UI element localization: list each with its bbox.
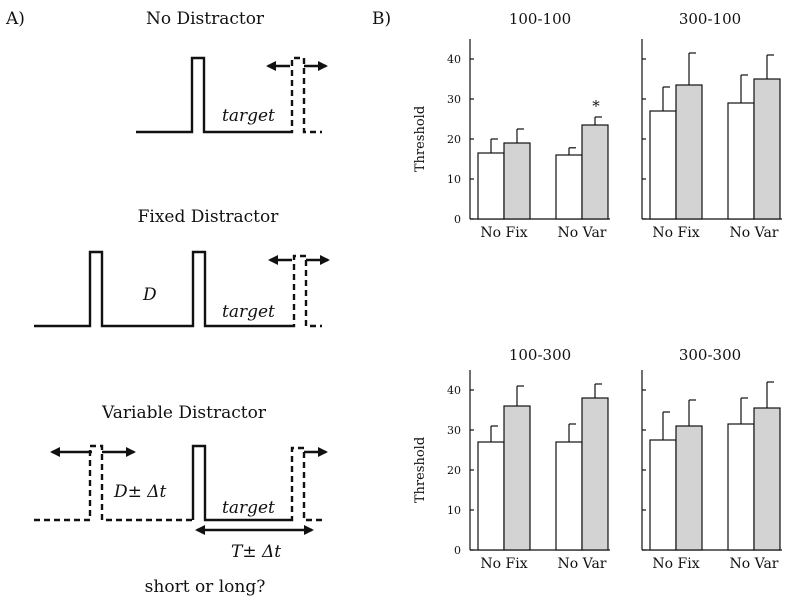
target-marker-dashed (290, 254, 322, 328)
question-text: short or long? (145, 577, 266, 597)
y-tick-label: 40 (447, 53, 461, 66)
bar-no-var-var (581, 124, 609, 220)
chart-300-100: 300-100 No Fix No Var (641, 10, 782, 241)
distractor-dashed-left (34, 444, 193, 522)
y-tick-label: 10 (447, 173, 461, 186)
y-tick-label: 0 (454, 213, 461, 226)
y-tick-label: 30 (447, 424, 461, 437)
chart-title: 100-100 (509, 10, 571, 28)
target-label: target (222, 302, 275, 322)
y-tick-label: 20 (447, 464, 461, 477)
interval-label: T± Δt (231, 542, 281, 562)
significance-marker: * (592, 97, 600, 115)
chart-title: 300-300 (679, 346, 741, 364)
distractor-label: D (142, 285, 157, 305)
target-label: target (222, 498, 275, 518)
bar-no-fix-fix (675, 84, 703, 220)
target-label: target (222, 106, 275, 126)
section-title-fixed-distractor: Fixed Distractor (138, 207, 280, 227)
y-axis-label: Threshold (413, 437, 428, 503)
bar-no-var-var (581, 397, 609, 551)
y-tick-label: 30 (447, 93, 461, 106)
chart-title: 300-100 (679, 10, 741, 28)
group-label: No Var (558, 556, 607, 572)
bar-no-fix-fix (503, 142, 531, 220)
y-tick-label: 40 (447, 384, 461, 397)
diagram-variable-distractor (34, 444, 328, 535)
y-tick-label: 0 (454, 544, 461, 557)
group-label: No Fix (652, 556, 699, 572)
bar-no-fix-no (649, 110, 677, 220)
group-label: No Fix (480, 225, 527, 241)
bar-no-fix-no (477, 441, 505, 551)
group-label: No Fix (480, 556, 527, 572)
y-tick-label: 10 (447, 504, 461, 517)
panel-b-label: B) (372, 9, 391, 29)
bar-no-var-no (555, 441, 583, 551)
signal-trace (191, 444, 290, 522)
group-label: No Var (730, 556, 779, 572)
chart-100-100: 100-100 0 10 20 30 40 Threshold No Fix * No Var (413, 10, 610, 241)
group-label: No Var (558, 225, 607, 241)
target-marker-dashed (288, 56, 322, 134)
group-label: No Fix (652, 225, 699, 241)
bar-no-fix-no (649, 439, 677, 551)
panel-a-label: A) (5, 9, 25, 29)
bar-no-var-no (555, 154, 583, 220)
target-marker-dashed (290, 446, 322, 522)
bar-no-var-no (727, 102, 755, 220)
bar-no-fix-fix (675, 425, 703, 551)
signal-trace (136, 56, 288, 134)
bar-no-var-var (753, 407, 781, 551)
diagram-fixed-distractor (34, 250, 330, 328)
chart-100-300: 100-300 0 10 20 30 40 Threshold No Fix No Var (413, 346, 610, 572)
signal-trace (34, 250, 290, 328)
section-title-no-distractor: No Distractor (146, 9, 265, 29)
section-title-variable-distractor: Variable Distractor (101, 403, 267, 423)
bar-no-var-var (753, 78, 781, 220)
chart-title: 100-300 (509, 346, 571, 364)
y-tick-label: 20 (447, 133, 461, 146)
diagram-no-distractor (136, 56, 328, 134)
distractor-label: D± Δt (113, 482, 167, 502)
bar-no-fix-fix (503, 405, 531, 551)
chart-300-300: 300-300 No Fix No Var (641, 346, 782, 572)
bar-no-fix-no (477, 152, 505, 220)
bar-no-var-no (727, 423, 755, 551)
group-label: No Var (730, 225, 779, 241)
y-axis-label: Threshold (413, 106, 428, 172)
